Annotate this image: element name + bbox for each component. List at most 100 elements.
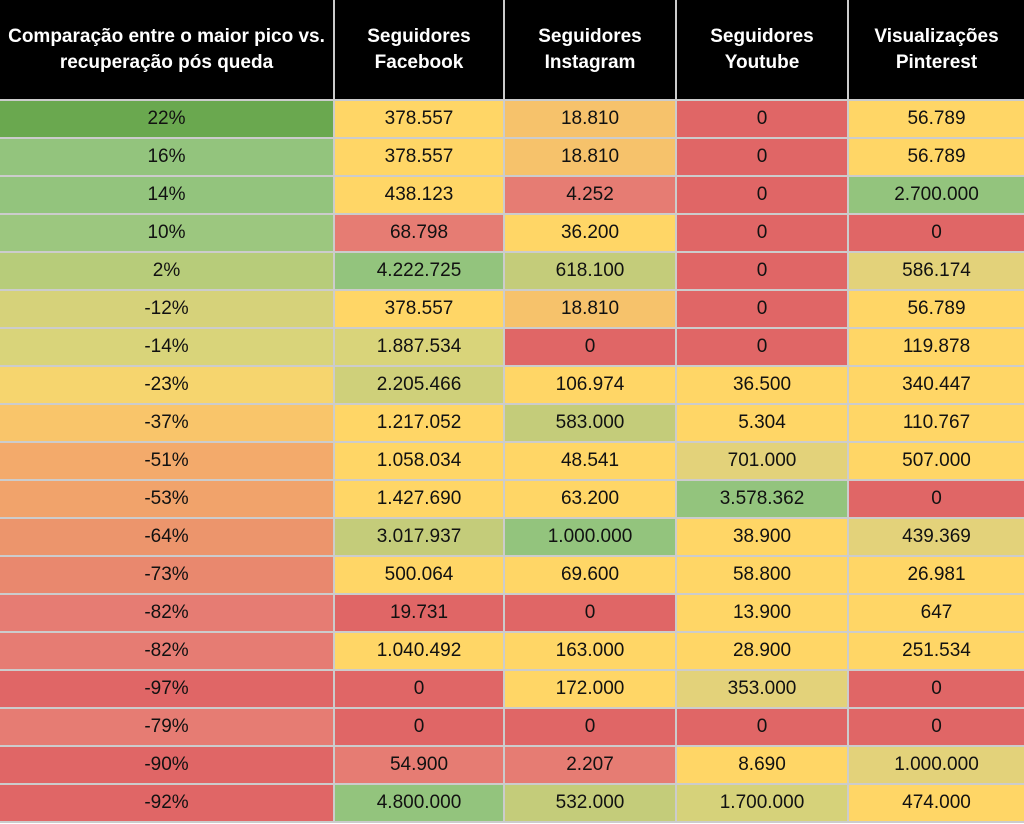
comparison-cell: -51% bbox=[0, 442, 335, 481]
header-youtube: Seguidores Youtube bbox=[676, 0, 849, 101]
youtube-cell: 0 bbox=[676, 176, 849, 215]
instagram-cell: 0 bbox=[504, 328, 677, 367]
pinterest-cell: 0 bbox=[848, 670, 1024, 709]
comparison-cell: -12% bbox=[0, 290, 335, 329]
facebook-cell: 1.040.492 bbox=[334, 632, 505, 671]
table-row: -64% 3.017.937 1.000.000 38.900 439.369 bbox=[0, 518, 1024, 557]
instagram-cell: 2.207 bbox=[504, 746, 677, 785]
facebook-cell: 500.064 bbox=[334, 556, 505, 595]
table-row: -92% 4.800.000 532.000 1.700.000 474.000 bbox=[0, 784, 1024, 823]
table-row: -90% 54.900 2.207 8.690 1.000.000 bbox=[0, 746, 1024, 785]
facebook-cell: 1.887.534 bbox=[334, 328, 505, 367]
header-facebook: Seguidores Facebook bbox=[334, 0, 505, 101]
table-body: 22% 378.557 18.810 0 56.789 16% 378.557 18.810 0… bbox=[0, 100, 1024, 823]
facebook-cell: 19.731 bbox=[334, 594, 505, 633]
youtube-cell: 5.304 bbox=[676, 404, 849, 443]
youtube-cell: 13.900 bbox=[676, 594, 849, 633]
instagram-cell: 1.000.000 bbox=[504, 518, 677, 557]
table-row: 14% 438.123 4.252 0 2.700.000 bbox=[0, 176, 1024, 215]
table-row: 2% 4.222.725 618.100 0 586.174 bbox=[0, 252, 1024, 291]
instagram-cell: 18.810 bbox=[504, 290, 677, 329]
comparison-cell: -73% bbox=[0, 556, 335, 595]
youtube-cell: 0 bbox=[676, 290, 849, 329]
youtube-cell: 701.000 bbox=[676, 442, 849, 481]
instagram-cell: 0 bbox=[504, 708, 677, 747]
comparison-cell: -53% bbox=[0, 480, 335, 519]
pinterest-cell: 110.767 bbox=[848, 404, 1024, 443]
youtube-cell: 3.578.362 bbox=[676, 480, 849, 519]
header-instagram: Seguidores Instagram bbox=[504, 0, 677, 101]
table-row: -73% 500.064 69.600 58.800 26.981 bbox=[0, 556, 1024, 595]
table-row: -14% 1.887.534 0 0 119.878 bbox=[0, 328, 1024, 367]
table-row: 22% 378.557 18.810 0 56.789 bbox=[0, 100, 1024, 139]
comparison-cell: -82% bbox=[0, 594, 335, 633]
facebook-cell: 0 bbox=[334, 708, 505, 747]
instagram-cell: 18.810 bbox=[504, 100, 677, 139]
comparison-cell: -14% bbox=[0, 328, 335, 367]
comparison-cell: 2% bbox=[0, 252, 335, 291]
facebook-cell: 4.800.000 bbox=[334, 784, 505, 823]
table-row: -82% 19.731 0 13.900 647 bbox=[0, 594, 1024, 633]
instagram-cell: 36.200 bbox=[504, 214, 677, 253]
facebook-cell: 54.900 bbox=[334, 746, 505, 785]
instagram-cell: 618.100 bbox=[504, 252, 677, 291]
facebook-cell: 3.017.937 bbox=[334, 518, 505, 557]
facebook-cell: 68.798 bbox=[334, 214, 505, 253]
instagram-cell: 532.000 bbox=[504, 784, 677, 823]
comparison-cell: -79% bbox=[0, 708, 335, 747]
comparison-cell: 22% bbox=[0, 100, 335, 139]
table-row: 16% 378.557 18.810 0 56.789 bbox=[0, 138, 1024, 177]
facebook-cell: 2.205.466 bbox=[334, 366, 505, 405]
youtube-cell: 0 bbox=[676, 252, 849, 291]
pinterest-cell: 1.000.000 bbox=[848, 746, 1024, 785]
pinterest-cell: 0 bbox=[848, 708, 1024, 747]
table-row: 10% 68.798 36.200 0 0 bbox=[0, 214, 1024, 253]
header-comparison: Comparação entre o maior pico vs. recupe… bbox=[0, 0, 335, 101]
pinterest-cell: 56.789 bbox=[848, 100, 1024, 139]
table-row: -53% 1.427.690 63.200 3.578.362 0 bbox=[0, 480, 1024, 519]
pinterest-cell: 439.369 bbox=[848, 518, 1024, 557]
youtube-cell: 28.900 bbox=[676, 632, 849, 671]
youtube-cell: 0 bbox=[676, 214, 849, 253]
facebook-cell: 378.557 bbox=[334, 100, 505, 139]
comparison-cell: -90% bbox=[0, 746, 335, 785]
comparison-cell: -82% bbox=[0, 632, 335, 671]
pinterest-cell: 26.981 bbox=[848, 556, 1024, 595]
facebook-cell: 0 bbox=[334, 670, 505, 709]
pinterest-cell: 56.789 bbox=[848, 138, 1024, 177]
table-row: -82% 1.040.492 163.000 28.900 251.534 bbox=[0, 632, 1024, 671]
pinterest-cell: 647 bbox=[848, 594, 1024, 633]
comparison-cell: 14% bbox=[0, 176, 335, 215]
instagram-cell: 172.000 bbox=[504, 670, 677, 709]
table-row: -12% 378.557 18.810 0 56.789 bbox=[0, 290, 1024, 329]
instagram-cell: 69.600 bbox=[504, 556, 677, 595]
instagram-cell: 4.252 bbox=[504, 176, 677, 215]
table-row: -37% 1.217.052 583.000 5.304 110.767 bbox=[0, 404, 1024, 443]
instagram-cell: 163.000 bbox=[504, 632, 677, 671]
facebook-cell: 1.427.690 bbox=[334, 480, 505, 519]
facebook-cell: 1.058.034 bbox=[334, 442, 505, 481]
pinterest-cell: 119.878 bbox=[848, 328, 1024, 367]
pinterest-cell: 340.447 bbox=[848, 366, 1024, 405]
instagram-cell: 583.000 bbox=[504, 404, 677, 443]
youtube-cell: 8.690 bbox=[676, 746, 849, 785]
instagram-cell: 48.541 bbox=[504, 442, 677, 481]
youtube-cell: 38.900 bbox=[676, 518, 849, 557]
instagram-cell: 0 bbox=[504, 594, 677, 633]
pinterest-cell: 56.789 bbox=[848, 290, 1024, 329]
pinterest-cell: 0 bbox=[848, 480, 1024, 519]
table-row: -97% 0 172.000 353.000 0 bbox=[0, 670, 1024, 709]
youtube-cell: 0 bbox=[676, 138, 849, 177]
table-row: -23% 2.205.466 106.974 36.500 340.447 bbox=[0, 366, 1024, 405]
table-row: -79% 0 0 0 0 bbox=[0, 708, 1024, 747]
header-pinterest: Visualizações Pinterest bbox=[848, 0, 1024, 101]
instagram-cell: 63.200 bbox=[504, 480, 677, 519]
comparison-cell: -64% bbox=[0, 518, 335, 557]
table-row: -51% 1.058.034 48.541 701.000 507.000 bbox=[0, 442, 1024, 481]
youtube-cell: 0 bbox=[676, 100, 849, 139]
instagram-cell: 106.974 bbox=[504, 366, 677, 405]
comparison-cell: -37% bbox=[0, 404, 335, 443]
pinterest-cell: 507.000 bbox=[848, 442, 1024, 481]
comparison-cell: -97% bbox=[0, 670, 335, 709]
